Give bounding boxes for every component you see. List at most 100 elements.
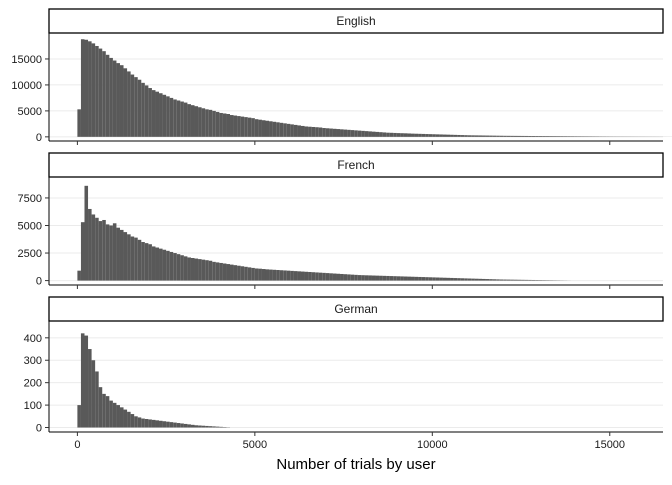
histogram-bar [315, 127, 319, 137]
y-tick-label: 10000 [11, 80, 42, 92]
histogram-bar [212, 111, 216, 137]
histogram-bar [134, 238, 138, 281]
histogram-bar [404, 133, 408, 137]
histogram-bar [258, 269, 262, 281]
histogram-bar [500, 136, 504, 137]
histogram-bar [457, 135, 461, 137]
histogram-bar [407, 277, 411, 281]
histogram-bar [315, 272, 319, 280]
histogram-bar [77, 109, 81, 137]
histogram-bar [102, 51, 106, 137]
histogram-bar [173, 423, 177, 428]
histogram-bar [365, 275, 369, 280]
histogram-bar [486, 279, 490, 281]
histogram-bar [148, 244, 152, 280]
histogram-bar [244, 267, 248, 281]
histogram-bar [507, 136, 511, 137]
x-tick-label: 10000 [417, 439, 448, 451]
histogram-bar [141, 242, 145, 281]
histogram-bar [407, 133, 411, 136]
histogram-bar [347, 130, 351, 137]
histogram-bar [454, 278, 458, 281]
histogram-bar [425, 277, 429, 280]
histogram-bar [184, 103, 188, 137]
histogram-bar [525, 136, 529, 137]
histogram-bar [280, 123, 284, 137]
histogram-bar [173, 99, 177, 136]
histogram-bar [454, 135, 458, 137]
histogram-bar [223, 264, 227, 281]
histogram-bar [489, 279, 493, 280]
facet-strip-label: French [337, 158, 374, 172]
histogram-bar [429, 277, 433, 280]
histogram-bar [528, 280, 532, 281]
histogram-bar [443, 135, 447, 137]
histogram-bar [170, 252, 174, 281]
histogram-bar [124, 68, 128, 137]
histogram-bar [127, 234, 131, 280]
histogram-bar [312, 272, 316, 280]
histogram-bar [145, 419, 149, 428]
histogram-bar [297, 125, 301, 136]
histogram-bar [564, 136, 568, 137]
histogram-bar [95, 371, 99, 427]
histogram-bar [567, 136, 571, 137]
histogram-bar [450, 135, 454, 137]
histogram-bar [535, 280, 539, 281]
histogram-bar [258, 120, 262, 137]
y-tick-label: 5000 [18, 220, 42, 232]
histogram-bar [180, 423, 184, 427]
histogram-bar [184, 424, 188, 428]
histogram-bar [471, 135, 475, 137]
histogram-bar [99, 221, 103, 281]
histogram-bar [102, 394, 106, 428]
histogram-bar [301, 126, 305, 137]
histogram-bar [478, 135, 482, 136]
histogram-bar [510, 136, 514, 137]
histogram-bar [269, 121, 273, 137]
histogram-bar [120, 407, 124, 427]
histogram-bar [333, 129, 337, 137]
histogram-bar [248, 118, 252, 137]
histogram-bar [301, 272, 305, 281]
histogram-bar [237, 266, 241, 281]
histogram-bar [205, 109, 209, 137]
histogram-bar [386, 133, 390, 137]
histogram-bar [539, 136, 543, 137]
histogram-bar [514, 280, 518, 281]
histogram-bar [425, 134, 429, 137]
histogram-bar [482, 279, 486, 281]
histogram-bar [532, 136, 536, 137]
histogram-bar [333, 274, 337, 281]
histogram-bar [336, 274, 340, 281]
histogram-bar [131, 75, 135, 137]
histogram-bar [127, 412, 131, 428]
histogram-bar [251, 118, 255, 137]
histogram-bar [329, 273, 333, 280]
histogram-bar [429, 134, 433, 137]
histogram-bar [450, 278, 454, 281]
histogram-bar [177, 254, 181, 280]
histogram-bar [400, 133, 404, 137]
histogram-bar [287, 124, 291, 137]
histogram-bar [351, 130, 355, 137]
histogram-bar [212, 426, 216, 427]
histogram-bar [553, 136, 557, 137]
histogram-bar [265, 269, 269, 280]
histogram-bar [116, 228, 120, 281]
x-tick-label: 0 [74, 439, 80, 451]
histogram-bar [273, 270, 277, 281]
histogram-bar [535, 136, 539, 137]
histogram-bar [255, 119, 259, 137]
x-axis-title: Number of trials by user [276, 456, 435, 473]
histogram-bar [514, 136, 518, 137]
histogram-bar [159, 249, 163, 281]
histogram-bar [322, 273, 326, 281]
histogram-bar [262, 120, 266, 137]
histogram-bar [510, 280, 514, 281]
histogram-bar [305, 272, 309, 281]
histogram-bar [230, 115, 234, 137]
histogram-bar [92, 360, 96, 427]
histogram-bar [180, 255, 184, 280]
